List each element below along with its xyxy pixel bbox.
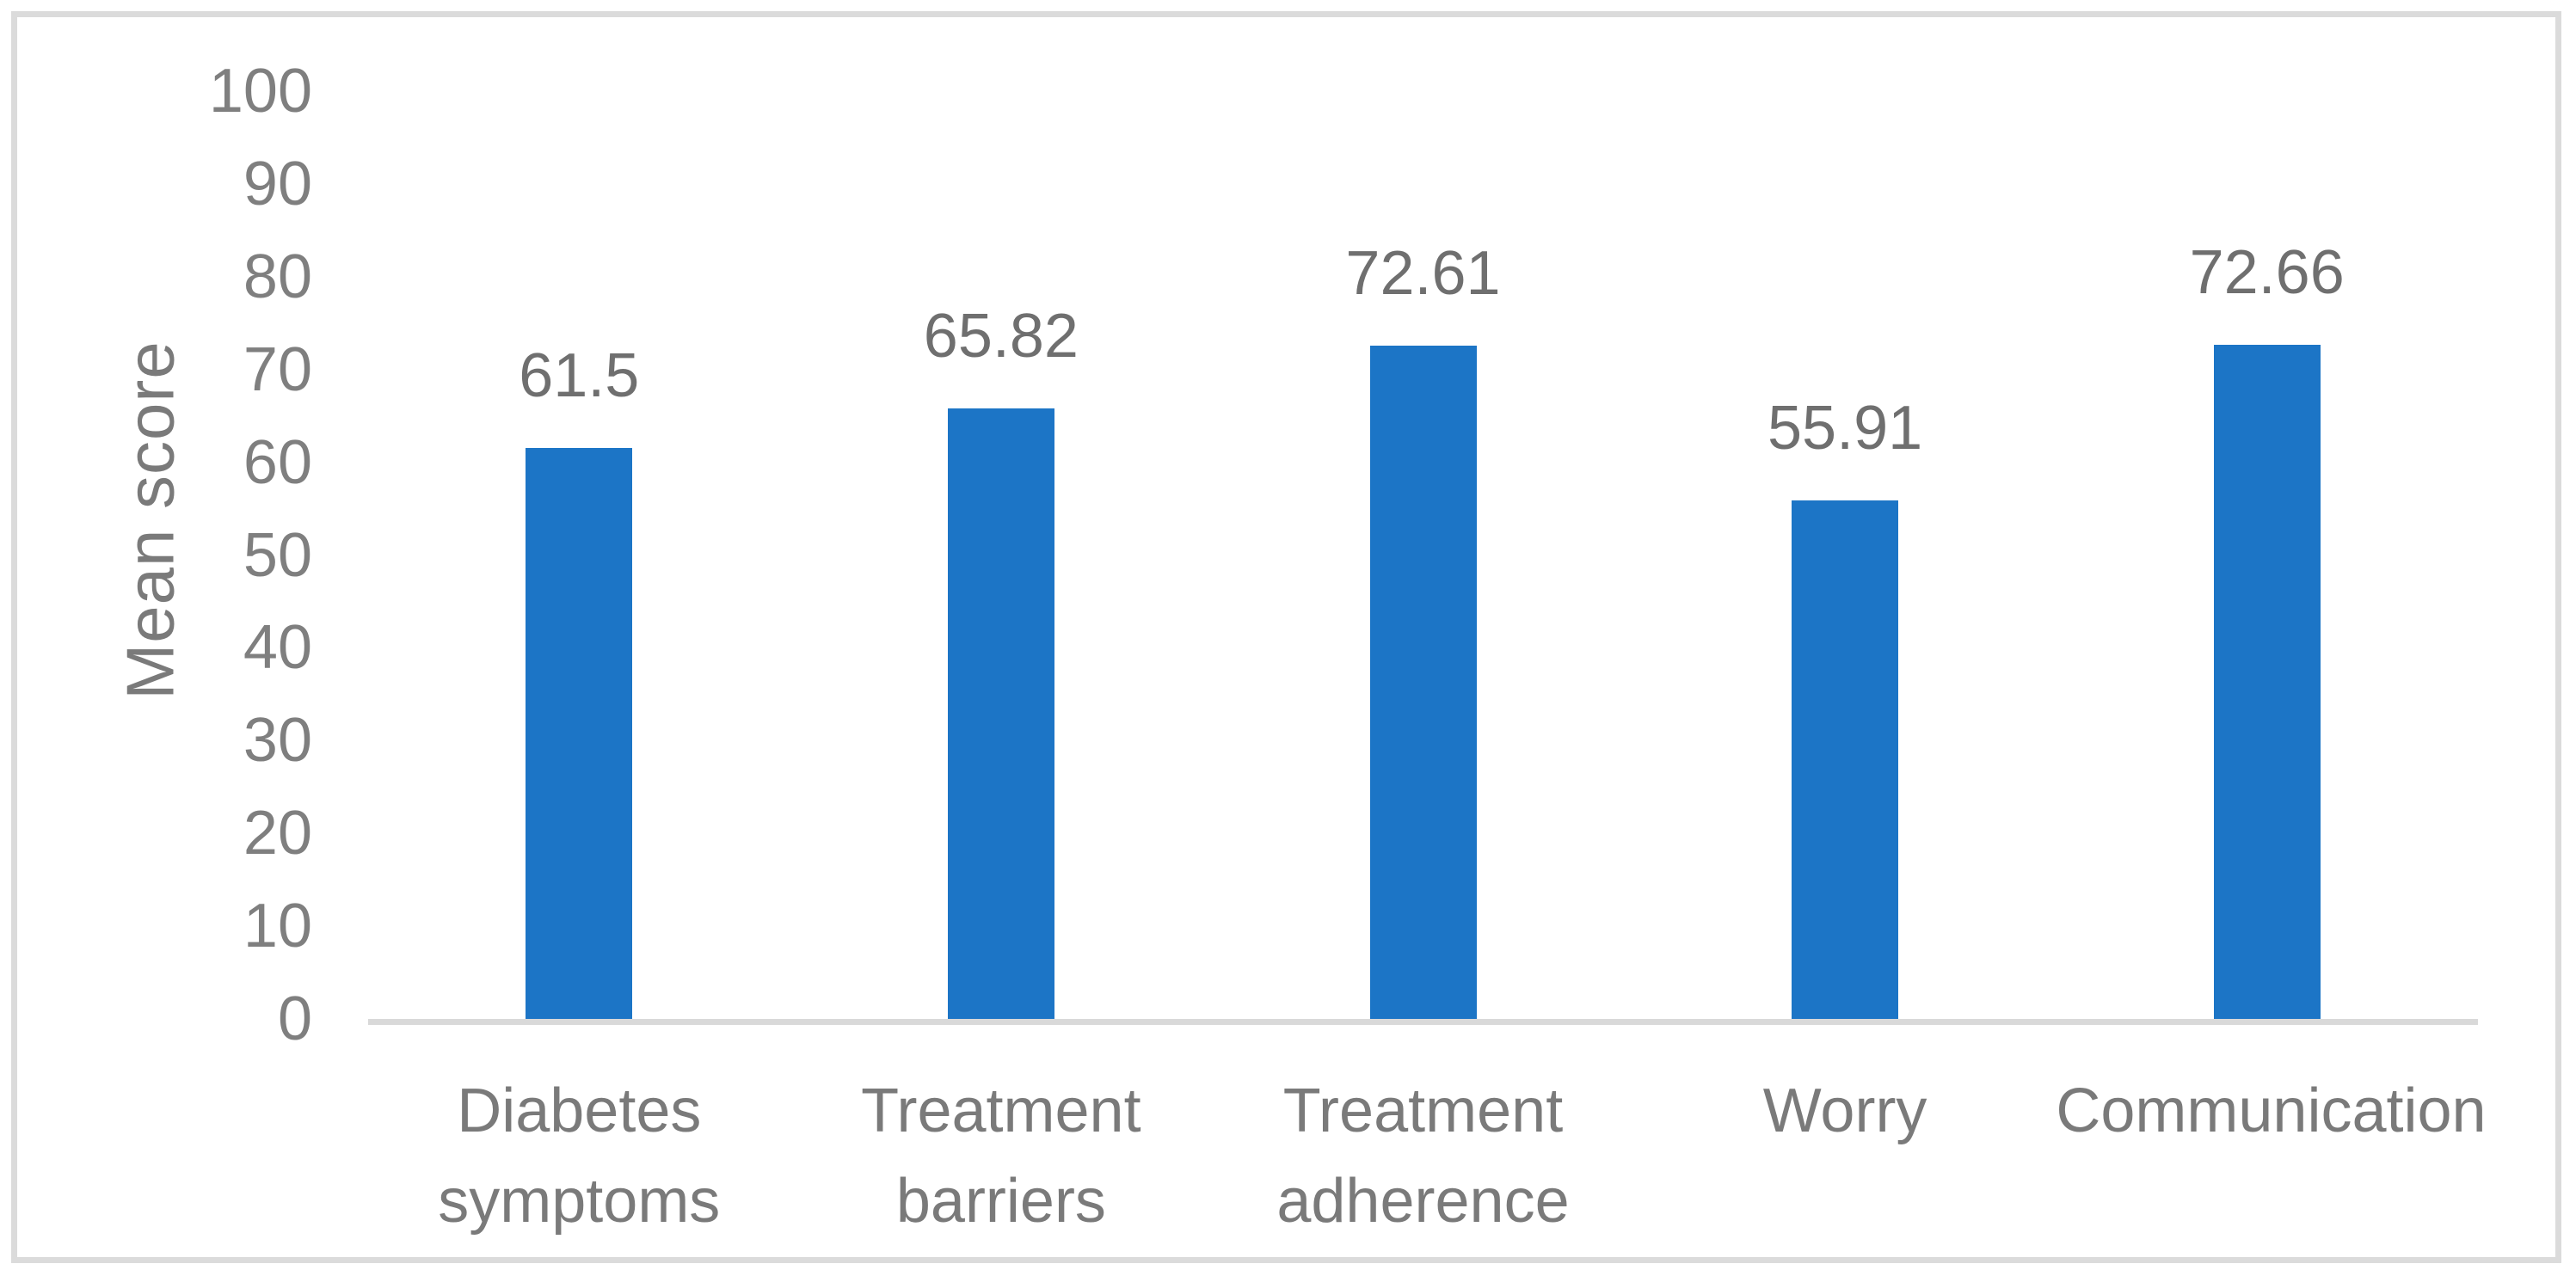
y-tick-label-100: 100 — [208, 57, 312, 126]
y-tick-label-70: 70 — [243, 334, 312, 404]
value-label-diabetes-symptoms: 61.5 — [519, 341, 640, 411]
bar-treatment-adherence — [1369, 345, 1477, 1019]
value-label-communication: 72.66 — [2189, 237, 2345, 307]
y-tick-label-20: 20 — [243, 799, 312, 868]
y-tick-label-0: 0 — [277, 985, 312, 1053]
y-tick-label-10: 10 — [243, 892, 312, 961]
y-tick-label-50: 50 — [243, 520, 312, 590]
bar-worry — [1792, 500, 1899, 1019]
y-tick-label-60: 60 — [243, 427, 312, 497]
bar-communication — [2213, 344, 2321, 1019]
category-label-worry: Worry — [1762, 1077, 1927, 1145]
y-tick-label-80: 80 — [243, 242, 312, 311]
y-tick-label-30: 30 — [243, 706, 312, 776]
y-tick-label-90: 90 — [243, 149, 312, 218]
value-label-worry: 55.91 — [1768, 393, 1923, 463]
y-axis-tick-labels: 0 10 20 30 40 50 60 70 80 90 100 — [0, 0, 312, 1276]
category-label-treatment-adherence: Treatment adherence — [1276, 1077, 1570, 1236]
category-label-communication: Communication — [2056, 1077, 2487, 1145]
y-tick-label-40: 40 — [243, 613, 312, 683]
bar-diabetes-symptoms — [526, 448, 633, 1019]
chart-border — [11, 11, 2561, 1263]
x-axis-line — [368, 1019, 2478, 1025]
value-label-treatment-adherence: 72.61 — [1345, 238, 1501, 308]
value-label-treatment-barriers: 65.82 — [923, 301, 1079, 371]
bar-treatment-barriers — [947, 408, 1054, 1019]
category-label-diabetes-symptoms: Diabetes symptoms — [438, 1077, 721, 1236]
category-label-treatment-barriers: Treatment barriers — [861, 1077, 1141, 1236]
